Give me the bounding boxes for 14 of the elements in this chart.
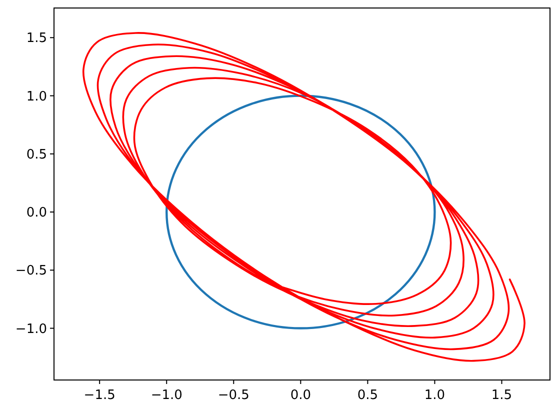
y-tick-label: 0.5 (26, 147, 47, 162)
y-tick-label: 1.0 (26, 89, 47, 104)
y-tick-label: 1.5 (26, 31, 47, 46)
y-tick-label: −0.5 (15, 264, 47, 279)
x-tick-label: −0.5 (218, 388, 250, 403)
x-tick-label: 1.5 (491, 388, 512, 403)
x-tick-label: 0.0 (290, 388, 312, 403)
line-series (82, 32, 526, 362)
y-tick-label: 0.0 (26, 206, 47, 221)
x-tick-label: −1.5 (84, 388, 116, 403)
x-tick-label: −1.0 (150, 388, 182, 403)
x-tick-label: 0.5 (357, 388, 378, 403)
x-tick-label: 1.0 (424, 388, 446, 403)
y-tick-label: −1.0 (15, 322, 47, 337)
